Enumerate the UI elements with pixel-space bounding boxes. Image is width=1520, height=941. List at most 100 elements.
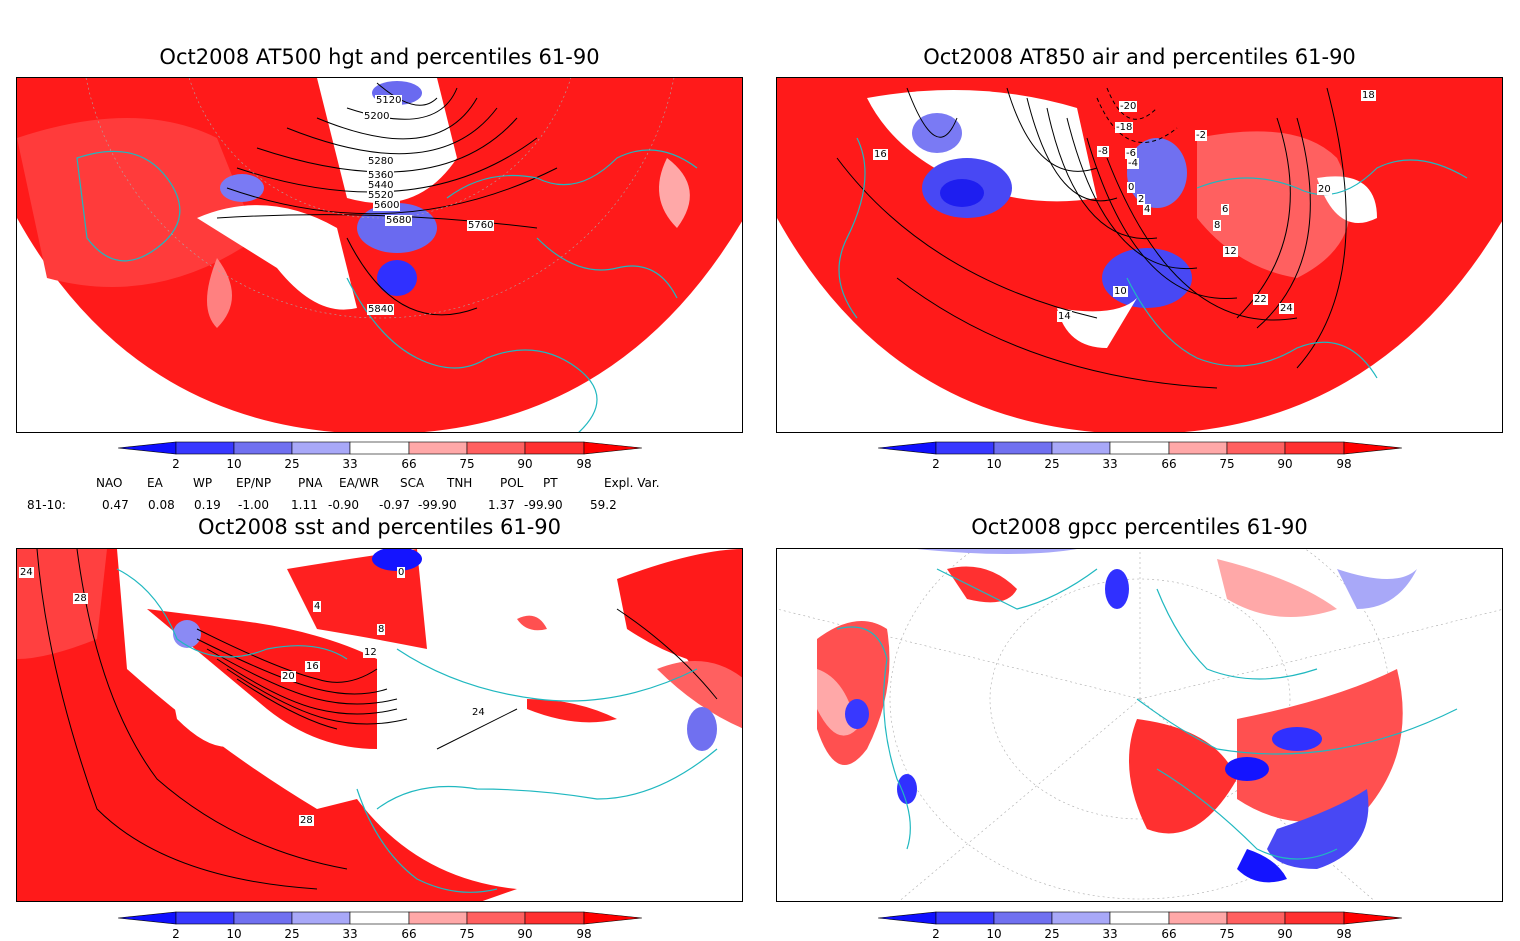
colorbar-box — [349, 911, 410, 925]
colorbar-box — [408, 911, 468, 925]
contour-label: 24 — [1279, 303, 1294, 314]
colorbar-box — [1226, 441, 1286, 455]
index-value: 59.2 — [590, 498, 617, 512]
colorbar-label: 10 — [226, 927, 242, 941]
contour-label: 5360 — [367, 170, 395, 181]
colorbar-label: 33 — [342, 457, 358, 471]
colorbar-label: 90 — [517, 457, 533, 471]
colorbar-arrow-high — [1343, 441, 1402, 455]
contour-label: 5120 — [375, 95, 403, 106]
index-value: -0.97 — [379, 498, 411, 512]
colorbar-label: 33 — [1102, 457, 1118, 471]
contour-label: 5840 — [367, 304, 395, 315]
colorbar-label: 25 — [1044, 927, 1060, 941]
contour-label: 16 — [305, 661, 320, 672]
colorbar-label: 66 — [1161, 927, 1177, 941]
colorbar-box — [1051, 911, 1111, 925]
colorbar-label: 10 — [986, 927, 1002, 941]
index-value: -0.90 — [328, 498, 360, 512]
contour-label: -6 — [1125, 148, 1137, 159]
colorbar-label: 75 — [459, 927, 475, 941]
index-header: EA/WR — [339, 476, 380, 490]
index-header: PNA — [298, 476, 323, 490]
colorbar-label: 66 — [1161, 457, 1177, 471]
colorbar-box — [233, 441, 293, 455]
index-value: -99.90 — [524, 498, 563, 512]
colorbar-label: 10 — [226, 457, 242, 471]
index-header: PT — [543, 476, 558, 490]
index-value: 1.37 — [488, 498, 515, 512]
colorbar-box — [466, 441, 526, 455]
contour-label: -2 — [1195, 130, 1207, 141]
colorbar-label: 25 — [284, 457, 300, 471]
contour-label: 28 — [73, 593, 88, 604]
colorbar-label: 25 — [284, 927, 300, 941]
colorbar-box — [349, 441, 410, 455]
colorbar-arrow-high — [583, 911, 642, 925]
colorbar-label: 98 — [576, 927, 592, 941]
colorbar-label: 10 — [986, 457, 1002, 471]
panel-title-hgt500: Oct2008 AT500 hgt and percentiles 61-90 — [159, 45, 600, 69]
contour-label: 2 — [1137, 194, 1146, 205]
contour-label: -4 — [1127, 158, 1139, 169]
index-header: SCA — [400, 476, 425, 490]
colorbar-box — [466, 911, 526, 925]
colorbar-sst: 2 10 25 33 66 75 90 98 — [118, 910, 642, 941]
colorbar-box — [175, 911, 235, 925]
contour-label: 18 — [1361, 90, 1376, 101]
index-header: TNH — [447, 476, 473, 490]
colorbar-box — [1284, 911, 1345, 925]
colorbar-arrow-low — [878, 441, 937, 455]
index-value: 1.11 — [291, 498, 318, 512]
colorbar-box — [175, 441, 235, 455]
colorbar-hgt500: 2 10 25 33 66 75 90 98 — [118, 440, 642, 471]
colorbar-gpcc: 2 10 25 33 66 75 90 98 — [878, 910, 1402, 941]
contour-label: 8 — [377, 624, 386, 635]
colorbar-box — [524, 441, 585, 455]
index-value: 0.47 — [102, 498, 129, 512]
colorbar-arrow-low — [118, 911, 177, 925]
colorbar-box — [993, 441, 1053, 455]
colorbar-label: 2 — [932, 927, 940, 941]
colorbar-label: 90 — [1277, 927, 1293, 941]
map-hgt500: 5120 5200 5280 5360 5440 5520 5600 5680 … — [16, 77, 743, 433]
contour-label: 8 — [1213, 220, 1222, 231]
index-value: -1.00 — [238, 498, 270, 512]
colorbar-arrow-low — [878, 911, 937, 925]
map-gpcc — [776, 548, 1503, 902]
colorbar-box — [1109, 441, 1170, 455]
colorbar-box — [1284, 441, 1345, 455]
index-header: WP — [193, 476, 213, 490]
index-value: 0.08 — [148, 498, 175, 512]
index-header-row: NAO EA WP EP/NP PNA EA/WR SCA TNH POL PT… — [0, 476, 760, 490]
colorbar-box — [291, 911, 351, 925]
contour-label: 20 — [281, 671, 296, 682]
colorbar-arrow-low — [118, 441, 177, 455]
map-sst: 24 28 0 4 8 12 16 20 24 28 — [16, 548, 743, 902]
contour-label: 10 — [1113, 286, 1128, 297]
colorbar-label: 98 — [1336, 457, 1352, 471]
colorbar-label: 2 — [172, 457, 180, 471]
contour-label: -20 — [1119, 101, 1138, 112]
colorbar-label: 90 — [517, 927, 533, 941]
colorbar-arrow-high — [1343, 911, 1402, 925]
colorbar-box — [935, 441, 995, 455]
contour-label: 22 — [1253, 294, 1268, 305]
contour-label: 5760 — [467, 220, 495, 231]
index-value: 0.19 — [194, 498, 221, 512]
colorbar-box — [408, 441, 468, 455]
colorbar-label: 2 — [172, 927, 180, 941]
colorbar-label: 75 — [459, 457, 475, 471]
colorbar-label: 66 — [401, 457, 417, 471]
contour-label: 6 — [1221, 204, 1230, 215]
contour-label: 5600 — [373, 200, 401, 211]
colorbar-label: 2 — [932, 457, 940, 471]
contour-label: 24 — [19, 567, 34, 578]
index-header: EP/NP — [236, 476, 272, 490]
colorbar-arrow-high — [583, 441, 642, 455]
contour-label: 4 — [313, 601, 322, 612]
colorbar-box — [1168, 441, 1228, 455]
contour-label: 5440 — [367, 180, 395, 191]
map-air850: -20 -18 -8 -6 -4 -2 0 2 4 6 8 10 12 14 1… — [776, 77, 1503, 433]
contour-label: 28 — [299, 815, 314, 826]
